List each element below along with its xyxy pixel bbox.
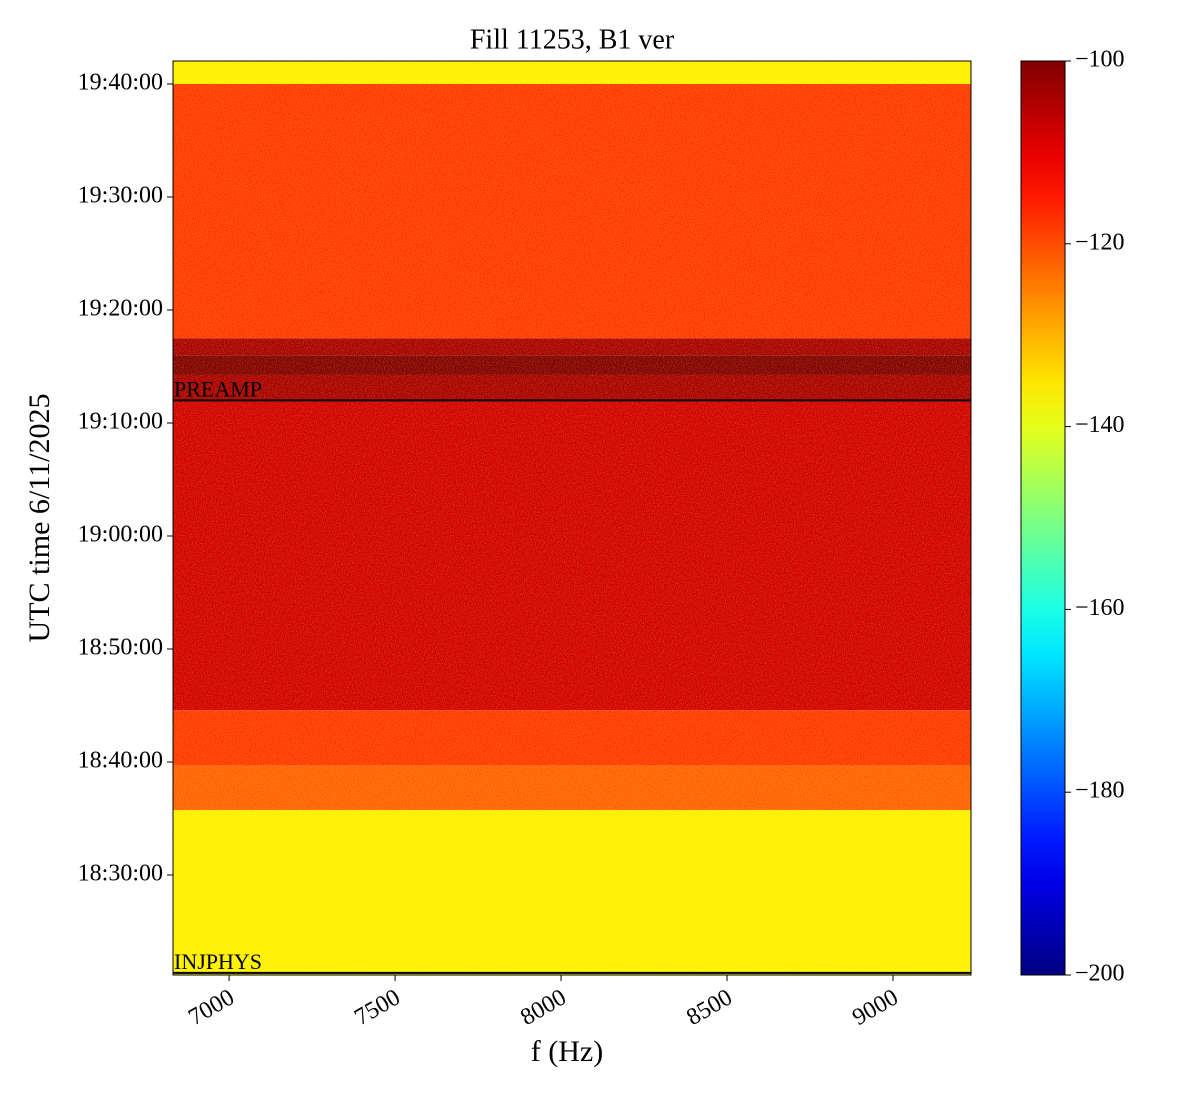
y-tick-label: 19:00:00	[78, 521, 163, 547]
x-tick-label: 8000	[516, 984, 571, 1031]
y-tick-label: 18:50:00	[78, 634, 163, 660]
colorbar-tick-label: −180	[1075, 778, 1125, 804]
annotation-label: PREAMP	[174, 376, 262, 401]
plot-frame	[172, 60, 972, 976]
x-tick-label: 7000	[184, 984, 239, 1031]
y-tick-label: 19:10:00	[78, 408, 163, 434]
y-tick-label: 19:40:00	[78, 69, 163, 95]
colorbar	[1020, 60, 1066, 976]
chart-title: Fill 11253, B1 ver	[470, 24, 675, 55]
colorbar-tick-label: −200	[1075, 961, 1125, 987]
colorbar-tick-label: −140	[1075, 412, 1125, 438]
colorbar-tick-label: −120	[1075, 229, 1125, 255]
y-tick-label: 18:30:00	[78, 860, 163, 886]
colorbar-tick-label: −100	[1075, 47, 1125, 73]
y-tick-label: 18:40:00	[78, 747, 163, 773]
plot-area: PREAMP INJPHYS	[173, 61, 971, 975]
y-axis-label: UTC time 6/11/2025	[23, 394, 56, 643]
x-tick-label: 8500	[682, 984, 737, 1031]
colorbar-tick-label: −160	[1075, 595, 1125, 621]
x-tick-label: 7500	[350, 984, 405, 1031]
x-tick-label: 9000	[848, 984, 903, 1031]
annotation-label: INJPHYS	[174, 949, 262, 974]
noise-texture	[173, 61, 971, 975]
x-axis-label: f (Hz)	[531, 1035, 603, 1068]
y-tick-label: 19:20:00	[78, 295, 163, 321]
y-tick-label: 19:30:00	[78, 182, 163, 208]
